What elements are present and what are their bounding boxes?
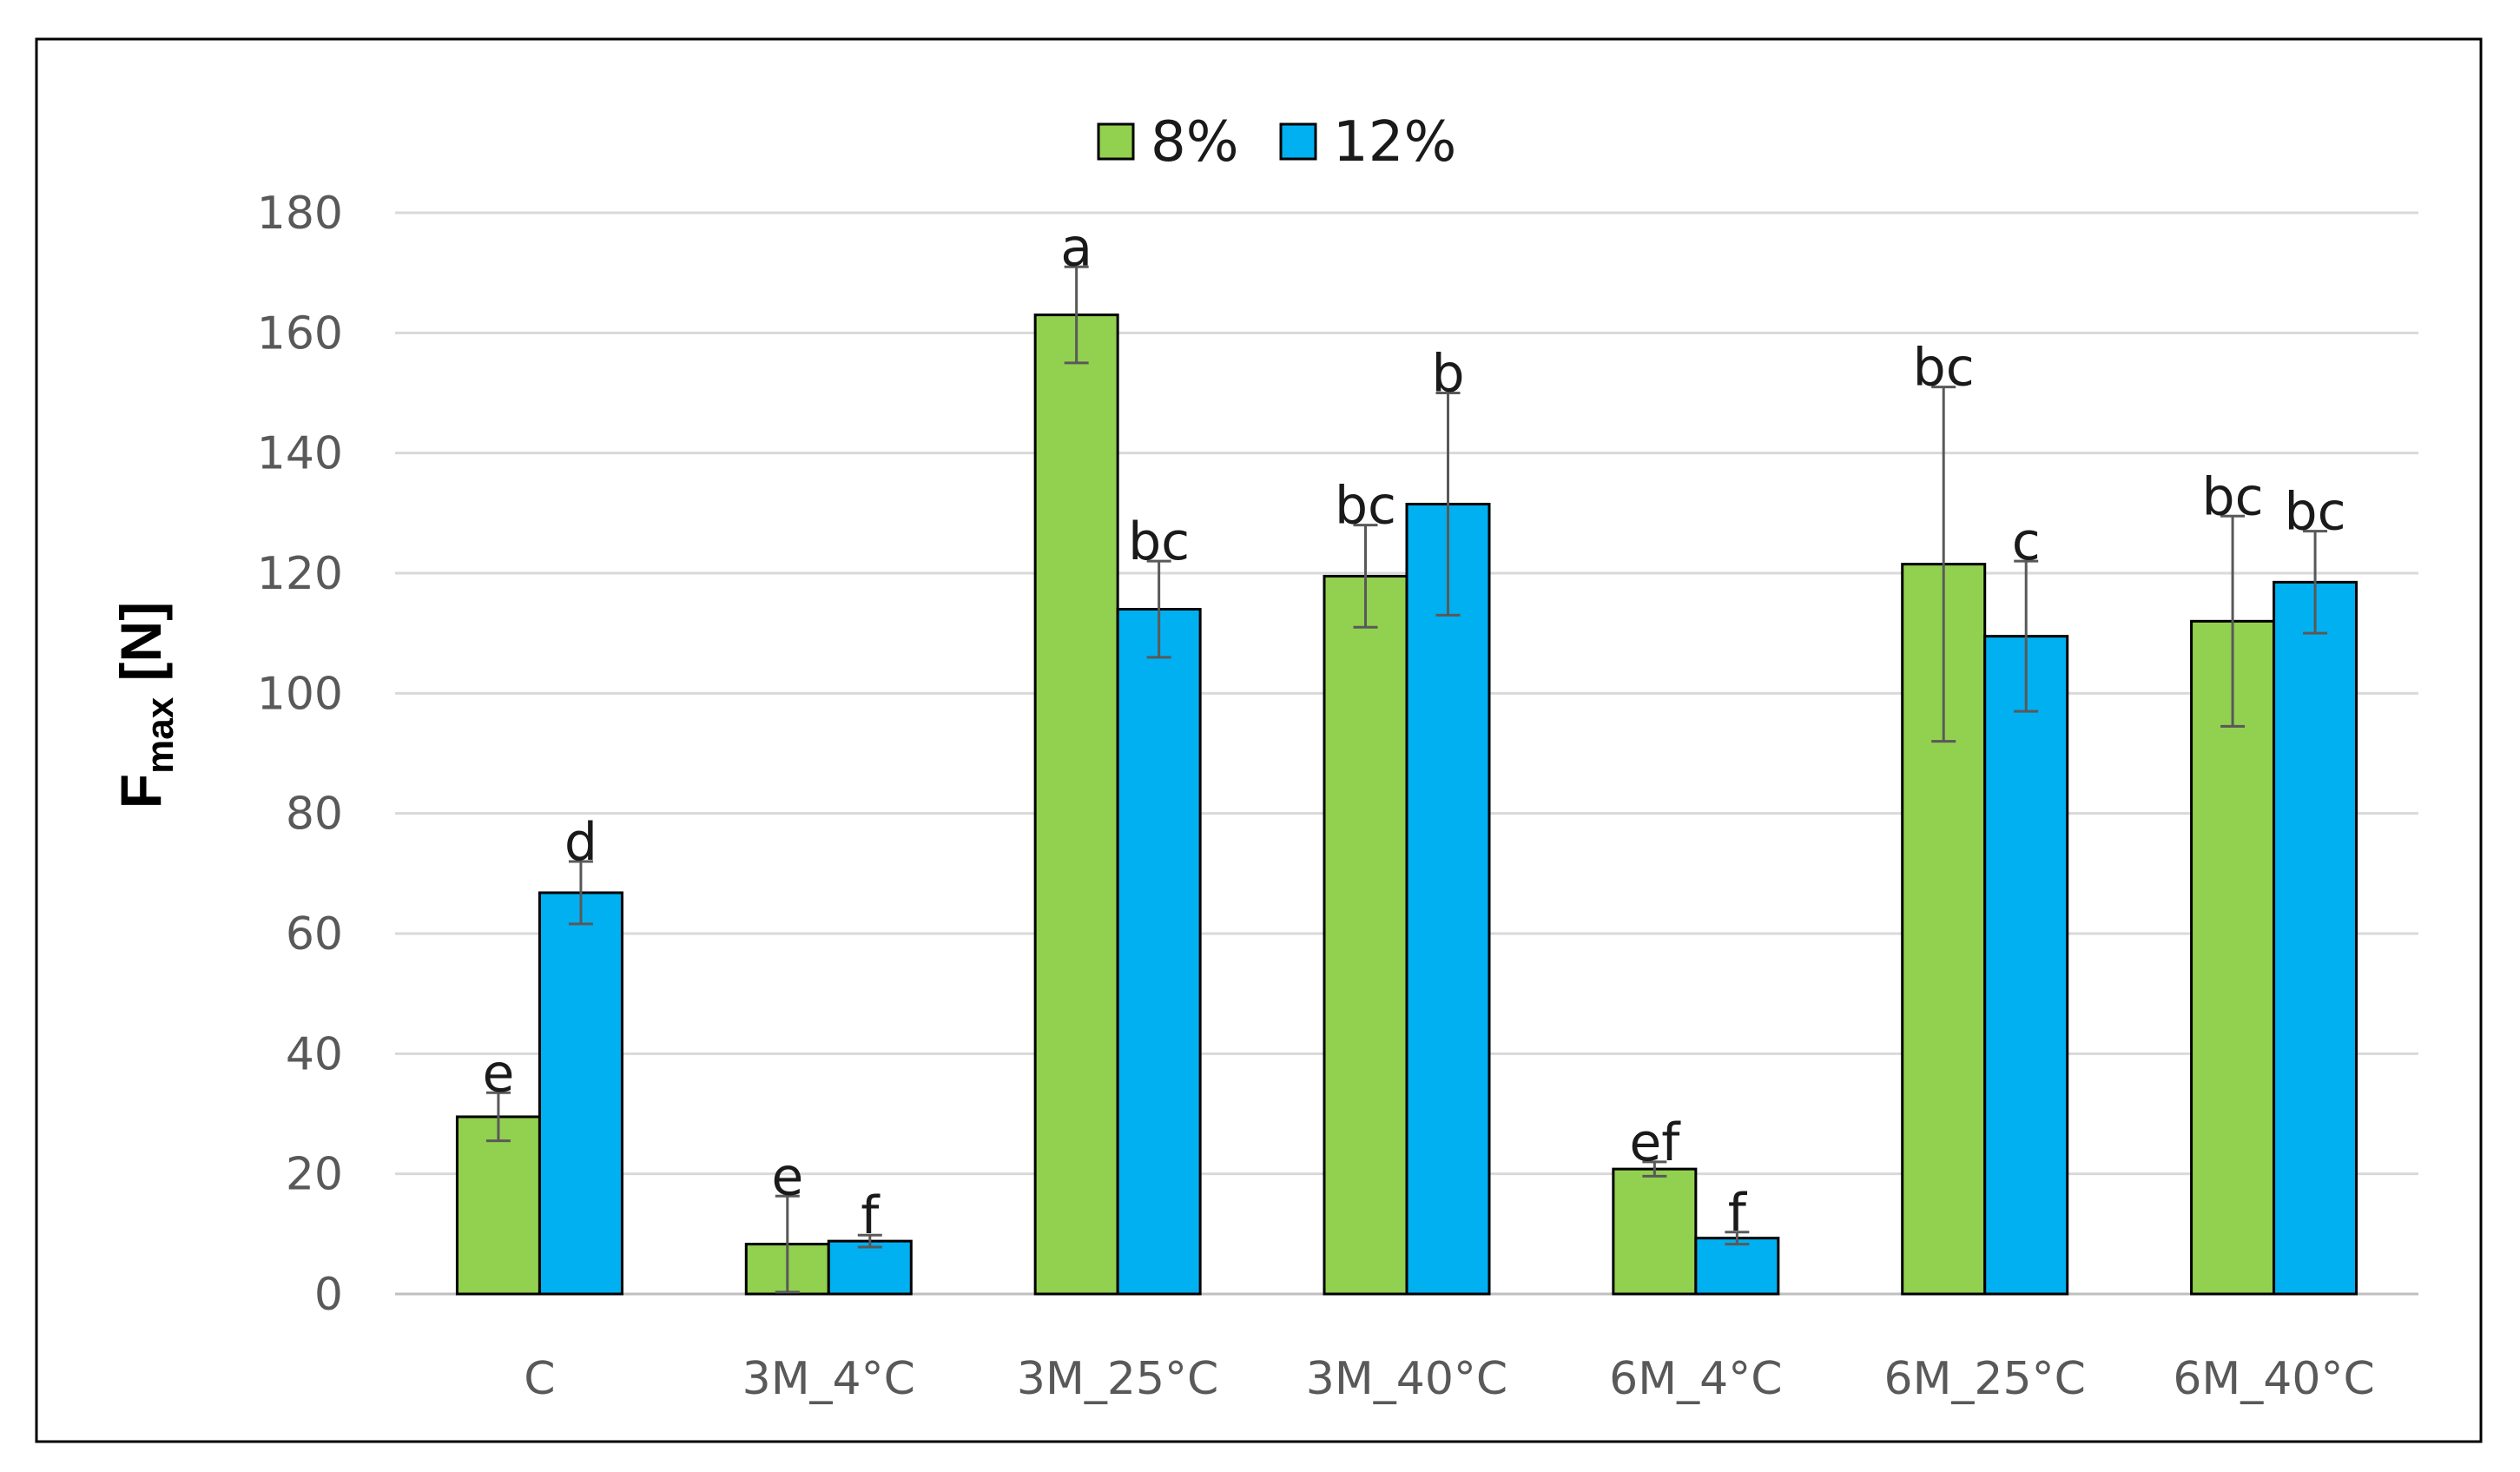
y-axis-label-main: F bbox=[109, 774, 173, 809]
bar-12pct bbox=[2273, 580, 2358, 1296]
y-axis-label-subscript: max bbox=[139, 696, 181, 774]
significance-label: bc bbox=[2202, 466, 2264, 527]
significance-label: f bbox=[1728, 1183, 1748, 1244]
y-axis-label-unit: [N] bbox=[109, 602, 173, 697]
bars bbox=[455, 314, 2358, 1296]
significance-label: c bbox=[2012, 512, 2041, 572]
significance-label: bc bbox=[1128, 512, 1190, 572]
bar-12pct bbox=[1983, 635, 2069, 1296]
significance-label: d bbox=[564, 812, 597, 873]
x-tick-label: 3M_4°C bbox=[742, 1353, 915, 1405]
significance-label: bc bbox=[1335, 476, 1396, 537]
significance-label: a bbox=[1060, 217, 1092, 278]
y-tick-label: 140 bbox=[257, 428, 343, 480]
bar-8pct bbox=[1612, 1167, 1698, 1296]
bar-12pct bbox=[1405, 502, 1491, 1296]
significance-label: e bbox=[482, 1043, 514, 1104]
x-tick-label: C bbox=[524, 1353, 555, 1405]
y-axis-label: Fmax [N] bbox=[109, 602, 181, 809]
bar-12pct bbox=[827, 1239, 913, 1296]
y-tick-label: 120 bbox=[257, 548, 343, 600]
significance-label: ef bbox=[1629, 1112, 1681, 1173]
y-tick-label: 80 bbox=[286, 789, 343, 841]
chart-frame bbox=[35, 37, 2483, 1443]
significance-label: b bbox=[1431, 344, 1464, 405]
significance-label: e bbox=[771, 1146, 803, 1207]
x-tick-label: 6M_4°C bbox=[1609, 1353, 1782, 1405]
y-tick-label: 40 bbox=[286, 1028, 343, 1080]
y-axis-ticks: 0 20 40 60 80 100 120 140 160 180 bbox=[257, 188, 343, 1321]
bar-8pct bbox=[455, 1115, 541, 1296]
bar-8pct bbox=[1033, 314, 1119, 1296]
x-tick-label: 6M_25°C bbox=[1883, 1353, 2085, 1405]
x-axis-ticks: C 3M_4°C 3M_25°C 3M_40°C 6M_4°C 6M_25°C 6M_40°… bbox=[524, 1353, 2375, 1405]
y-tick-label: 160 bbox=[257, 307, 343, 360]
y-tick-label: 60 bbox=[286, 908, 343, 960]
bar-8pct bbox=[1323, 574, 1408, 1296]
significance-label: bc bbox=[1913, 338, 1975, 399]
y-tick-label: 20 bbox=[286, 1149, 343, 1201]
y-tick-label: 100 bbox=[257, 668, 343, 720]
error-bars bbox=[485, 265, 2328, 1294]
legend: 8% 12% bbox=[1097, 110, 1456, 175]
y-tick-label: 0 bbox=[314, 1269, 343, 1321]
significance-label: bc bbox=[2285, 482, 2346, 543]
x-tick-label: 3M_40°C bbox=[1306, 1353, 1507, 1405]
legend-label-12pct: 12% bbox=[1333, 110, 1456, 175]
x-tick-label: 6M_40°C bbox=[2173, 1353, 2374, 1405]
significance-label: f bbox=[861, 1185, 881, 1246]
x-tick-label: 3M_25°C bbox=[1017, 1353, 1218, 1405]
bar-12pct bbox=[538, 891, 623, 1296]
y-tick-label: 180 bbox=[257, 188, 343, 240]
bar-12pct bbox=[1694, 1237, 1780, 1296]
bar-12pct bbox=[1116, 608, 1202, 1296]
legend-swatch-12pct bbox=[1279, 122, 1317, 161]
legend-swatch-8pct bbox=[1097, 122, 1135, 161]
legend-label-8pct: 8% bbox=[1151, 110, 1239, 175]
